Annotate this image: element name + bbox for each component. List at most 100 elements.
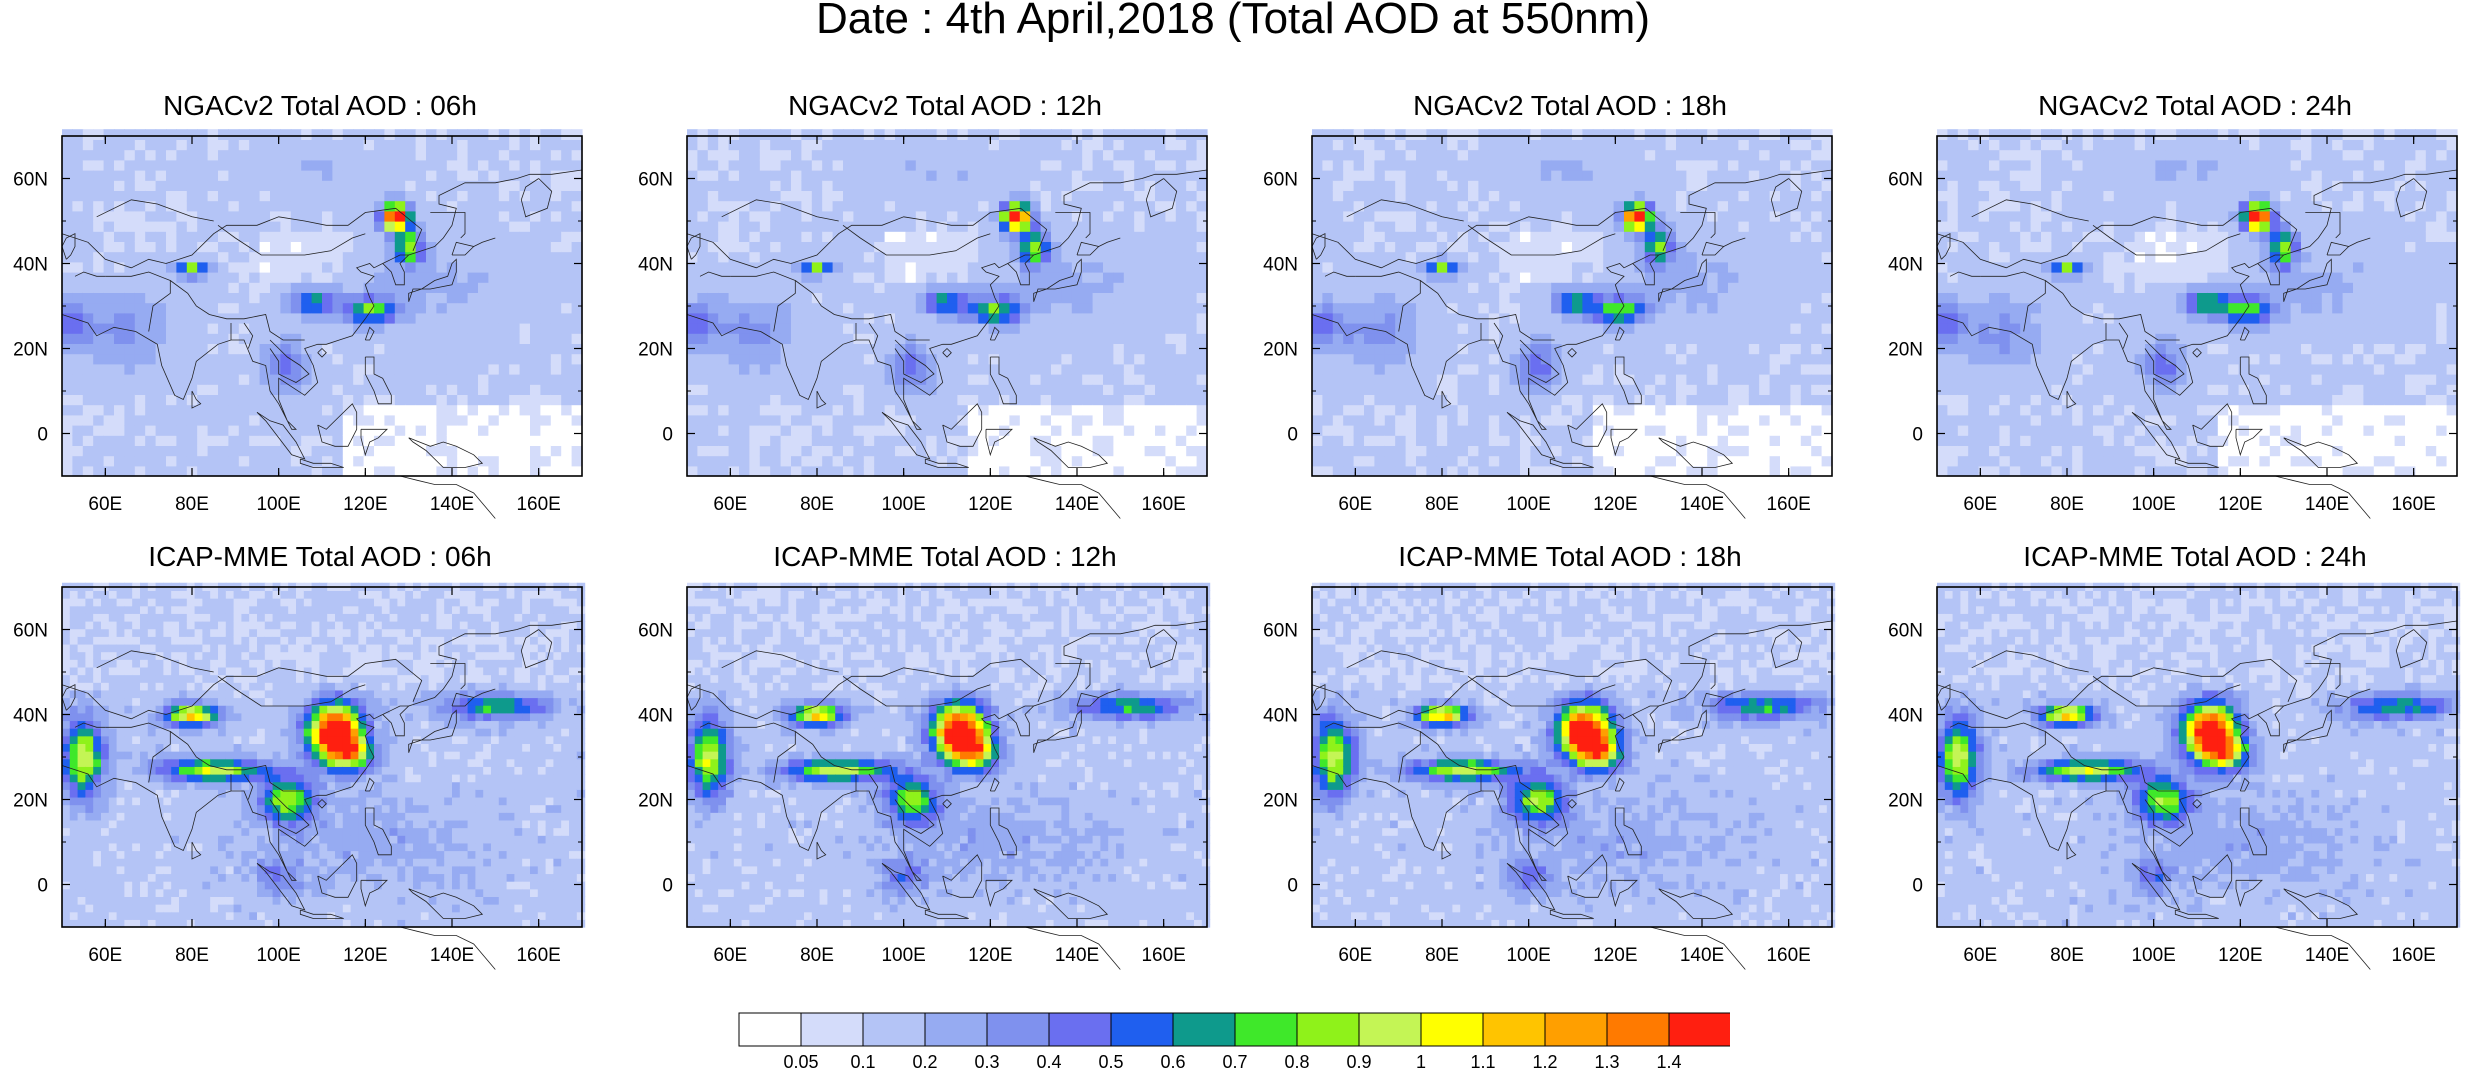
aod-cell [457, 343, 469, 355]
aod-cell [1196, 425, 1208, 436]
aod-cell [1092, 129, 1104, 140]
aod-cell [342, 261, 354, 273]
aod-cell [1332, 312, 1344, 324]
aod-cell [446, 149, 458, 161]
aod-cell [1426, 343, 1438, 355]
aod-cell [1061, 404, 1073, 416]
aod-cell [1343, 170, 1355, 181]
aod-cell [1061, 323, 1073, 334]
aod-cell [1144, 231, 1156, 242]
aod-cell [1019, 323, 1031, 334]
aod-cell [550, 353, 562, 365]
aod-cell [332, 251, 344, 263]
aod-cell [1384, 425, 1396, 436]
aod-cell [947, 149, 958, 161]
aod-cell [1405, 323, 1417, 334]
aod-cell [155, 180, 167, 191]
aod-cell [134, 261, 146, 273]
aod-cell [988, 159, 1000, 171]
aod-cell [1499, 139, 1511, 151]
aod-cell [1405, 170, 1417, 181]
aod-cell [1686, 210, 1698, 222]
aod-cell [259, 149, 271, 161]
aod-cell [1312, 231, 1323, 242]
aod-cell [1384, 302, 1396, 314]
aod-cell [1061, 333, 1073, 344]
aod-cell [1040, 170, 1052, 181]
aod-cell [93, 425, 105, 436]
aod-cell [301, 394, 313, 406]
aod-cell [791, 190, 802, 202]
aod-cell [467, 363, 479, 375]
aod-cell [978, 139, 990, 151]
aod-cell [519, 435, 531, 446]
aod-cell [1374, 323, 1386, 334]
aod-cell [550, 455, 562, 467]
aod-cell [561, 394, 573, 406]
aod-cell [550, 200, 562, 212]
aod-cell [1478, 159, 1490, 171]
aod-cell [1624, 374, 1635, 385]
aod-cell [1582, 282, 1594, 293]
aod-cell [519, 394, 531, 406]
aod-cell [207, 435, 219, 446]
aod-cell [426, 180, 437, 191]
aod-cell [1603, 139, 1615, 151]
aod-cell [1009, 221, 1021, 232]
aod-cell [218, 302, 229, 314]
aod-cell [1051, 414, 1062, 426]
aod-cell [926, 221, 938, 232]
aod-cell [853, 302, 865, 314]
aod-cell [1728, 261, 1739, 273]
aod-cell [1624, 312, 1635, 324]
aod-cell [791, 200, 802, 212]
aod-cell [1186, 170, 1198, 181]
aod-cell [1457, 170, 1469, 181]
aod-cell [103, 353, 115, 365]
aod-cell [1696, 445, 1708, 457]
aod-cell [436, 251, 448, 263]
aod-cell [1384, 180, 1396, 191]
aod-cell [1051, 302, 1062, 314]
aod-cell [249, 455, 261, 467]
aod-cell [1696, 200, 1708, 212]
aod-cell [687, 282, 698, 293]
aod-cell [186, 180, 198, 191]
aod-cell [530, 414, 541, 426]
aod-cell [936, 363, 948, 375]
aod-cell [1624, 323, 1635, 334]
aod-cell [394, 374, 406, 385]
aod-cell [1312, 414, 1323, 426]
aod-cell [218, 323, 229, 334]
aod-cell [1509, 261, 1521, 273]
aod-cell [739, 180, 750, 191]
aod-cell [1322, 149, 1334, 161]
aod-cell [936, 170, 948, 181]
aod-cell [1040, 363, 1052, 375]
aod-cell [1030, 343, 1042, 355]
aod-cell [82, 343, 94, 355]
aod-cell [1144, 159, 1156, 171]
aod-cell [1478, 394, 1490, 406]
aod-cell [863, 200, 875, 212]
aod-cell [1520, 414, 1531, 426]
aod-cell [1592, 200, 1604, 212]
aod-cell [1655, 231, 1667, 242]
aod-cell [1530, 149, 1542, 161]
aod-cell [509, 343, 521, 355]
aod-cell [186, 363, 198, 375]
aod-cell [988, 180, 1000, 191]
aod-cell [478, 445, 489, 457]
aod-cell [363, 221, 375, 232]
aod-cell [290, 425, 302, 436]
aod-cell [1343, 323, 1355, 334]
aod-cell [1540, 251, 1552, 263]
aod-cell [280, 272, 292, 283]
aod-cell [707, 129, 719, 140]
aod-cell [1364, 149, 1375, 161]
aod-cell [1603, 394, 1615, 406]
aod-cell [332, 302, 344, 314]
aod-cell [1551, 414, 1563, 426]
aod-cell [280, 384, 292, 395]
